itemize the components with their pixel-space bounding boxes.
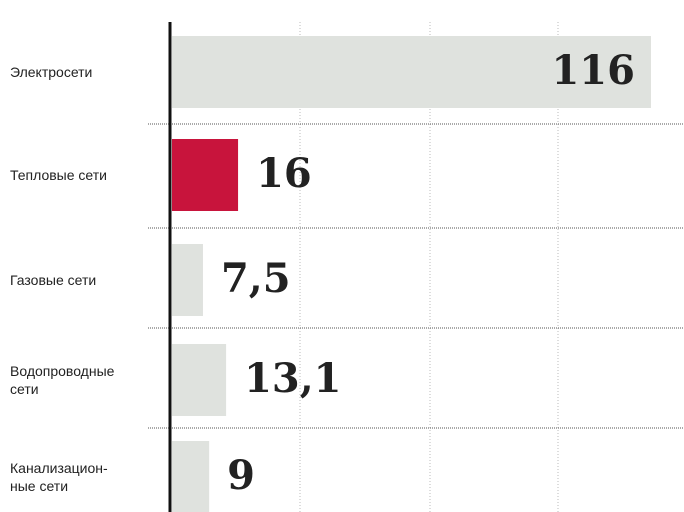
category-label: Электросети: [10, 63, 150, 81]
value-label: 16: [256, 150, 312, 197]
category-label: Водопроводные сети: [10, 362, 150, 398]
value-label: 13,1: [244, 355, 341, 402]
bar: [172, 344, 226, 416]
category-label: Канализацион- ные сети: [10, 459, 150, 495]
category-label: Газовые сети: [10, 271, 150, 289]
value-label: 7,5: [221, 255, 291, 302]
value-label: 116: [551, 47, 635, 94]
category-label: Тепловые сети: [10, 166, 150, 184]
bar: [172, 244, 203, 316]
bar: [172, 139, 238, 211]
value-label: 9: [227, 452, 255, 499]
chart: 116 16 7,5 13,1 9 Электросети Тепловые сети Га…: [0, 0, 684, 512]
bar: [172, 441, 209, 512]
